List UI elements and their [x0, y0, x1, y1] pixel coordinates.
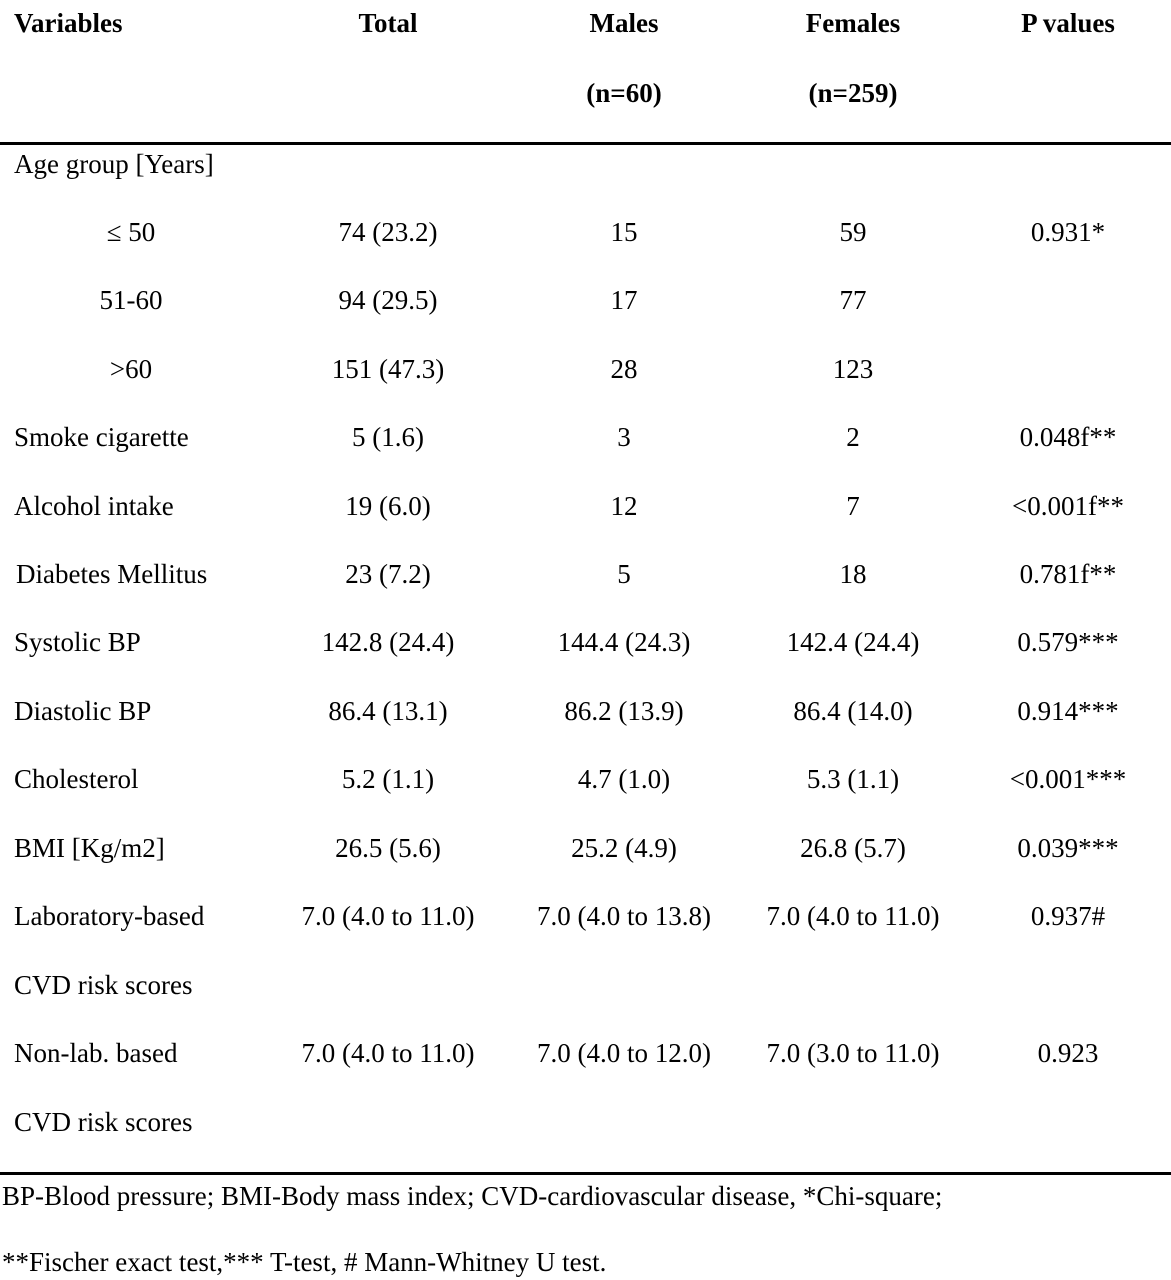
table-row-males: 15 [610, 217, 638, 247]
table-row-females: 86.4 (14.0) [793, 696, 913, 726]
table-row-variable: BMI [Kg/m2] [14, 833, 165, 863]
age-group-label: Age group [Years] [14, 149, 214, 179]
table-row-total: 26.5 (5.6) [335, 833, 441, 863]
table-row-females: 77 [839, 285, 867, 315]
table-row-p-value: 0.923 [1037, 1038, 1099, 1068]
table-row-p-value: 0.579*** [1017, 627, 1119, 657]
table-row-p-value: <0.001*** [1009, 764, 1127, 794]
table-row-variable: 51-60 [99, 285, 163, 315]
table-row-males: 86.2 (13.9) [564, 696, 684, 726]
table-row-variable: >60 [109, 354, 153, 384]
table-row-males: 17 [610, 285, 638, 315]
table-row-variable: Diastolic BP [14, 696, 152, 726]
table-row-females: 7.0 (4.0 to 11.0) [766, 901, 940, 931]
header-total: Total [358, 8, 418, 38]
table-row-males: 12 [610, 491, 638, 521]
table-row-total: 151 (47.3) [331, 354, 445, 384]
table-row-p-value: 0.937# [1030, 901, 1106, 931]
table-row-total: 5 (1.6) [352, 422, 424, 452]
table-row-variable: ≤ 50 [106, 217, 156, 247]
table-row-p-value: <0.001f** [1012, 491, 1124, 521]
table-row-variable: Laboratory-based [14, 901, 205, 931]
table-row-males: 28 [610, 354, 638, 384]
header-females-n: (n=259) [808, 78, 898, 108]
table-row-females: 7.0 (3.0 to 11.0) [766, 1038, 940, 1068]
table-row-p-value: 0.039*** [1017, 833, 1119, 863]
header-males: Males [589, 8, 659, 38]
table-row-females: 142.4 (24.4) [786, 627, 920, 657]
table-row-males: 3 [617, 422, 631, 452]
table-row-total: 86.4 (13.1) [328, 696, 448, 726]
table-row-variable: Diabetes Mellitus [16, 559, 208, 589]
bottom-rule [0, 1172, 1171, 1175]
footnote-line-1: BP-Blood pressure; BMI-Body mass index; … [2, 1181, 943, 1211]
table-row-variable: Cholesterol [14, 764, 139, 794]
table-row-total: 23 (7.2) [345, 559, 431, 589]
table-row-total: 142.8 (24.4) [321, 627, 455, 657]
table-row-p-value: 0.914*** [1017, 696, 1119, 726]
table-row-males: 5 [617, 559, 631, 589]
table-row-total: 7.0 (4.0 to 11.0) [301, 901, 475, 931]
table-row-females: 18 [839, 559, 867, 589]
table-row-p-value: 0.781f** [1019, 559, 1117, 589]
table-row-p-value: 0.048f** [1019, 422, 1117, 452]
table-row-variable-line2: CVD risk scores [14, 970, 193, 1000]
table-row-females: 123 [832, 354, 874, 384]
table-row-males: 7.0 (4.0 to 12.0) [537, 1038, 711, 1068]
header-males-n: (n=60) [586, 78, 662, 108]
table-row-males: 7.0 (4.0 to 13.8) [537, 901, 711, 931]
table-row-females: 59 [839, 217, 867, 247]
table-row-males: 25.2 (4.9) [571, 833, 677, 863]
table-row-total: 94 (29.5) [338, 285, 438, 315]
table-row-females: 26.8 (5.7) [800, 833, 906, 863]
table-row-variable-line2: CVD risk scores [14, 1107, 193, 1137]
table-row-p-value: 0.931* [1030, 217, 1106, 247]
header-p-values: P values [1021, 8, 1115, 38]
header-rule [0, 142, 1171, 145]
table-row-females: 2 [846, 422, 860, 452]
footnote-line-2: **Fischer exact test,*** T-test, # Mann-… [2, 1247, 607, 1277]
table-row-total: 19 (6.0) [345, 491, 431, 521]
header-variables: Variables [14, 8, 123, 38]
table-row-males: 144.4 (24.3) [557, 627, 691, 657]
table-row-variable: Non-lab. based [14, 1038, 178, 1068]
table-row-variable: Alcohol intake [14, 491, 174, 521]
table-row-variable: Systolic BP [14, 627, 141, 657]
table-row-total: 5.2 (1.1) [341, 764, 435, 794]
header-females: Females [805, 8, 901, 38]
table-row-females: 7 [846, 491, 860, 521]
table-row-total: 7.0 (4.0 to 11.0) [301, 1038, 475, 1068]
table-row-total: 74 (23.2) [338, 217, 438, 247]
table-row-variable: Smoke cigarette [14, 422, 189, 452]
table-row-females: 5.3 (1.1) [806, 764, 900, 794]
table-row-males: 4.7 (1.0) [577, 764, 671, 794]
